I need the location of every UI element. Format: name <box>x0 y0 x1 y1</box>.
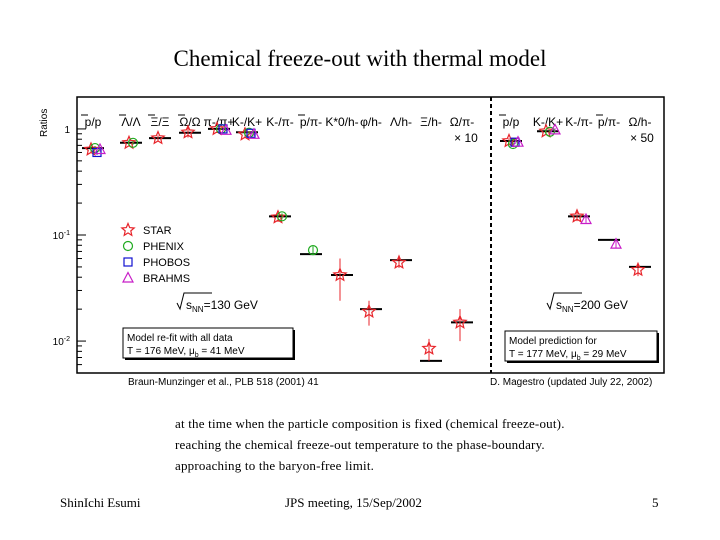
category-label: K-/K+ <box>533 115 563 129</box>
category-label: p/p <box>85 115 102 129</box>
source-citation: D. Magestro (updated July 22, 2002) <box>490 377 652 388</box>
footer-author: ShinIchi Esumi <box>60 495 141 510</box>
model-box-line: T = 177 MeV, μb = 29 MeV <box>509 349 627 362</box>
legend-marker-phenix <box>122 240 134 252</box>
data-point-star <box>270 209 286 224</box>
data-point-phenix <box>307 245 319 256</box>
slide-title: Chemical freeze-out with thermal model <box>173 46 547 71</box>
data-point-star <box>421 340 437 356</box>
data-point-star <box>332 266 348 282</box>
category-label: Ω/Ω <box>179 115 200 129</box>
data-point-brahms <box>248 127 260 139</box>
y-tick-label: 1 <box>64 125 70 136</box>
legend-marker-brahms <box>122 271 134 283</box>
sqrt-sign <box>546 292 582 311</box>
category-label: Λ/h- <box>390 115 412 129</box>
data-point-phobos <box>246 128 256 138</box>
category-label: p/p <box>503 115 520 129</box>
category-label: K*0/h- <box>325 115 358 129</box>
model-box-line: T = 176 MeV, μb = 41 MeV <box>127 346 245 359</box>
data-point-phenix <box>276 211 288 222</box>
scale-note: × 50 <box>630 131 654 145</box>
model-box-line: Model prediction for <box>509 336 597 347</box>
legend-label: STAR <box>143 225 172 237</box>
footer-page-number: 5 <box>652 495 659 510</box>
category-label: φ/h- <box>360 115 382 129</box>
data-point-star <box>452 314 468 329</box>
model-box-line: Model re-fit with all data <box>127 333 233 344</box>
notes: at the time when the particle compositio… <box>175 413 565 476</box>
data-point-star <box>150 130 166 145</box>
data-point-star <box>237 126 253 141</box>
data-point-star <box>83 141 99 156</box>
data-point-brahms <box>220 123 232 135</box>
data-point-star <box>361 303 377 319</box>
y-tick-label: 10-1 <box>53 230 70 242</box>
data-point-brahms <box>580 212 592 225</box>
data-point-phenix <box>127 137 139 148</box>
data-point-star <box>569 208 585 223</box>
legend-label: PHENIX <box>143 241 185 253</box>
category-label: Λ/Λ <box>121 115 140 129</box>
data-point-brahms <box>610 237 622 249</box>
energy-label: sNN=200 GeV <box>556 298 628 314</box>
category-label: K-/K+ <box>232 115 262 129</box>
legend-marker-star <box>120 221 136 237</box>
sqrt-sign <box>176 292 212 311</box>
note-line: at the time when the particle compositio… <box>175 416 565 431</box>
data-point-brahms <box>549 123 561 135</box>
footer-event: JPS meeting, 15/Sep/2002 <box>285 495 422 510</box>
data-point-star <box>180 124 196 139</box>
data-point-star <box>391 254 407 270</box>
category-label: Ω/π- <box>450 115 475 129</box>
model-box <box>122 327 294 359</box>
category-label: p/π- <box>598 115 620 129</box>
legend-label: BRAHMS <box>143 273 190 285</box>
legend-marker-phobos <box>123 257 133 267</box>
y-axis-label: Ratios <box>39 109 50 137</box>
category-label: K-/π- <box>565 115 593 129</box>
scale-note: × 10 <box>454 131 478 145</box>
y-tick-label: 10-2 <box>53 336 70 348</box>
data-point-star <box>630 261 646 277</box>
data-point-phobos <box>218 124 228 134</box>
category-label: Ξ/Ξ <box>151 115 170 129</box>
category-label: p/π- <box>300 115 322 129</box>
model-box <box>504 330 658 362</box>
source-citation: Braun-Munzinger et al., PLB 518 (2001) 4… <box>128 377 319 388</box>
category-label: Ω/h- <box>629 115 652 129</box>
category-label: K-/π- <box>266 115 294 129</box>
note-line: reaching the chemical freeze-out tempera… <box>175 437 545 452</box>
note-line: approaching to the baryon-free limit. <box>175 458 375 473</box>
energy-label: sNN=130 GeV <box>186 298 258 314</box>
legend-label: PHOBOS <box>143 257 190 269</box>
category-label: Ξ/h- <box>420 115 442 129</box>
data-point-brahms <box>512 135 524 147</box>
data-point-brahms <box>94 142 106 155</box>
